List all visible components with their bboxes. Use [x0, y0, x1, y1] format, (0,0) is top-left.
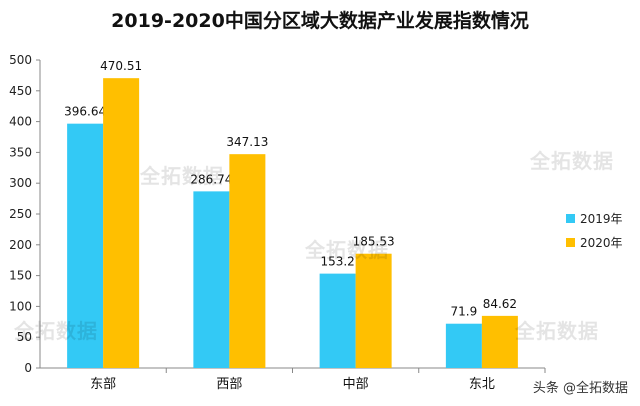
data-label: 185.53 [353, 235, 395, 249]
legend-item: 2019年 [566, 206, 623, 230]
y-tick-label: 0 [24, 361, 32, 375]
bar-2019 [193, 191, 230, 368]
data-label: 286.74 [190, 172, 232, 186]
bar-2019 [445, 323, 482, 368]
y-tick-label: 100 [9, 299, 32, 313]
bar-2020 [355, 253, 392, 368]
data-label: 396.64 [64, 105, 106, 119]
watermark: 全拓数据 [14, 319, 98, 343]
watermark: 全拓数据 [515, 319, 599, 343]
source-credit: 头条 @全拓数据 [532, 381, 628, 396]
watermark: 全拓数据 [140, 164, 224, 188]
y-tick-label: 500 [9, 53, 32, 67]
legend-swatch-2020 [566, 237, 575, 247]
y-tick-label: 400 [9, 115, 32, 129]
x-tick-label: 中部 [343, 377, 369, 392]
watermark: 全拓数据 [530, 149, 614, 173]
bar-2020 [229, 154, 266, 368]
bar-2019 [67, 123, 104, 368]
bar-2020 [103, 78, 140, 369]
data-label: 470.51 [100, 59, 142, 73]
bar-2020 [481, 315, 518, 368]
data-label: 347.13 [226, 135, 268, 149]
y-tick-label: 300 [9, 176, 32, 190]
legend-label: 2020年 [580, 235, 623, 250]
x-tick-label: 西部 [216, 377, 242, 392]
bar-2019 [319, 273, 356, 368]
chart-title: 2019-2020中国分区域大数据产业发展指数情况 [111, 10, 529, 32]
x-tick-label: 东部 [90, 377, 116, 392]
data-label: 153.2 [320, 255, 354, 269]
x-tick-label: 东北 [469, 377, 495, 392]
y-tick-label: 50 [17, 330, 32, 344]
y-tick-label: 150 [9, 269, 32, 283]
y-tick-label: 250 [9, 207, 32, 221]
legend-label: 2019年 [580, 211, 623, 226]
legend-swatch-2019 [566, 213, 575, 223]
data-label: 71.9 [451, 305, 478, 319]
legend-item: 2020年 [566, 230, 623, 254]
watermark: 全拓数据 [305, 238, 389, 262]
data-label: 84.62 [483, 297, 517, 311]
y-tick-label: 450 [9, 84, 32, 98]
y-tick-label: 350 [9, 145, 32, 159]
legend: 2019年 2020年 [566, 206, 623, 254]
y-tick-label: 200 [9, 238, 32, 252]
